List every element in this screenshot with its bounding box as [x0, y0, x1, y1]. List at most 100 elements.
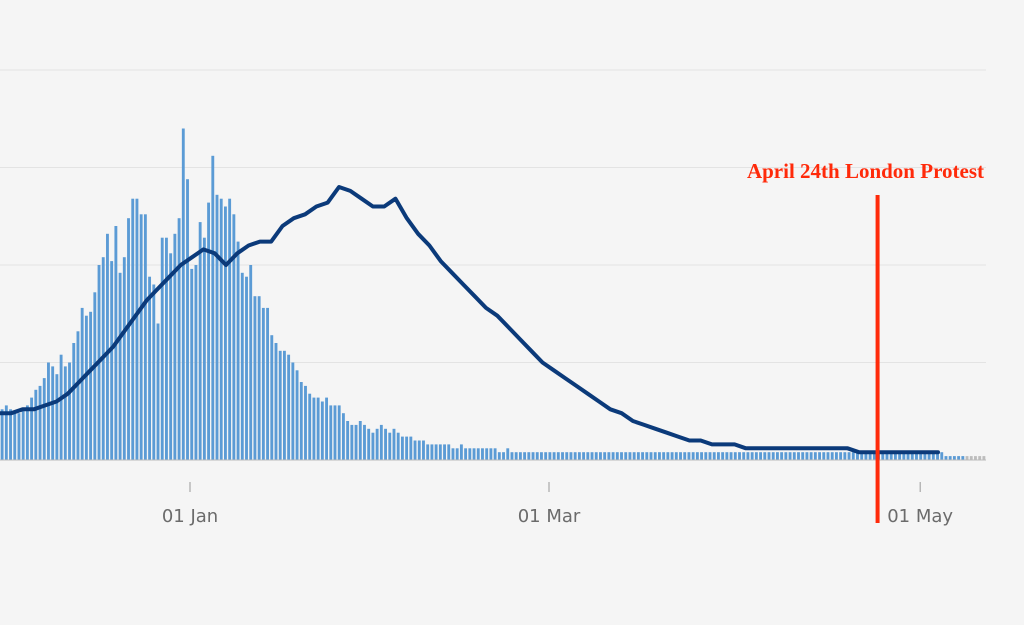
bar [805, 452, 809, 460]
bar [405, 436, 409, 460]
bar [443, 444, 446, 460]
bar [923, 452, 927, 460]
bar [127, 218, 130, 460]
bar [55, 374, 59, 460]
bar [868, 452, 872, 460]
bar [687, 452, 691, 460]
bar [417, 440, 421, 460]
bar [455, 448, 459, 460]
bar [485, 448, 489, 460]
bar [341, 413, 345, 460]
bar [691, 452, 695, 460]
bar [982, 456, 986, 460]
bar [190, 268, 194, 460]
bar [708, 452, 712, 460]
bar [152, 284, 156, 460]
bar [927, 452, 931, 460]
bar [940, 452, 944, 460]
bar [287, 354, 291, 460]
bar [577, 452, 581, 460]
bar [282, 350, 286, 460]
bar [17, 413, 21, 460]
bar [135, 198, 139, 460]
bar [42, 378, 46, 460]
bar [658, 452, 661, 460]
gridlines [0, 69, 986, 363]
bar [931, 452, 935, 460]
bar [295, 370, 299, 460]
bar [464, 448, 468, 460]
x-tick-label: 01 May [887, 506, 953, 527]
bar [700, 452, 704, 460]
bar [906, 452, 910, 460]
bar [670, 452, 674, 460]
bar [76, 331, 80, 460]
x-tick-label: 01 Mar [518, 506, 581, 527]
bar [641, 452, 645, 460]
bar [59, 354, 63, 460]
bar [9, 409, 12, 460]
bar [649, 452, 653, 460]
bar [274, 343, 278, 460]
bar [603, 452, 607, 460]
bar [573, 452, 577, 460]
bar [683, 452, 687, 460]
bar [38, 385, 42, 460]
bar [236, 241, 240, 460]
bar [885, 452, 889, 460]
bar [910, 452, 914, 460]
bar [611, 452, 615, 460]
bar [527, 452, 531, 460]
bar [308, 393, 312, 460]
bar [438, 444, 442, 460]
x-tick-label: 01 Jan [162, 506, 218, 527]
bar [767, 452, 771, 460]
bar [847, 452, 851, 460]
bar [4, 405, 8, 460]
bar [131, 198, 135, 460]
bar [493, 448, 497, 460]
bar [826, 452, 830, 460]
bar [834, 452, 838, 460]
bar [915, 452, 918, 460]
bar [358, 421, 362, 460]
bar [822, 452, 826, 460]
bar [219, 198, 223, 460]
bar [818, 452, 821, 460]
bar [653, 452, 657, 460]
bar [599, 452, 602, 460]
bar [615, 452, 619, 460]
bar [586, 452, 590, 460]
bar [969, 456, 973, 460]
bar [754, 452, 758, 460]
bar [426, 444, 430, 460]
bar [122, 257, 126, 460]
bar [497, 452, 501, 460]
bar [253, 296, 257, 460]
bar [215, 194, 219, 461]
bar [919, 452, 923, 460]
annotation: April 24th London Protest [747, 159, 984, 523]
bar [809, 452, 813, 460]
bar [173, 233, 177, 460]
bar [830, 452, 834, 460]
bar [240, 272, 244, 460]
bar [801, 452, 805, 460]
bar [447, 444, 451, 460]
bar [329, 405, 333, 460]
bar [628, 452, 632, 460]
bar [25, 405, 29, 460]
bar [514, 452, 518, 460]
bar [733, 452, 737, 460]
bar [139, 214, 143, 460]
bar [704, 452, 708, 460]
bar [232, 214, 236, 460]
bar [270, 335, 274, 460]
bar [304, 385, 307, 460]
bar [106, 233, 109, 460]
bar [784, 452, 788, 460]
bar [0, 409, 4, 460]
bar [384, 428, 387, 460]
bar [430, 444, 434, 460]
